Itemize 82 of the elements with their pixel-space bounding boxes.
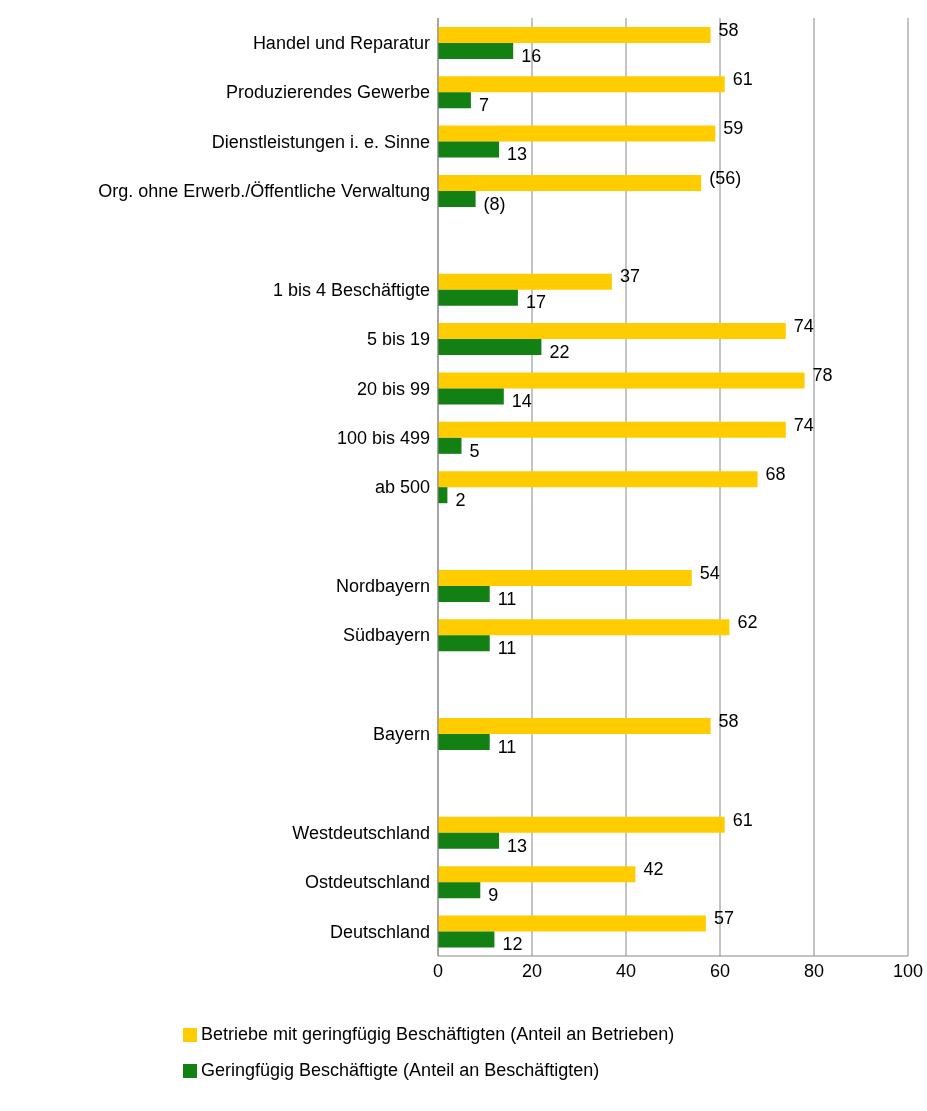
bar — [438, 734, 490, 751]
data-label: 17 — [525, 292, 546, 313]
bar — [438, 273, 612, 290]
bar — [438, 832, 500, 849]
y-tick-label: Handel und Reparatur — [252, 33, 430, 54]
data-label: 16 — [521, 45, 542, 66]
data-label: 11 — [497, 736, 517, 757]
bar — [438, 471, 758, 488]
x-tick-label: 20 — [521, 960, 543, 981]
data-label: 37 — [619, 266, 640, 287]
data-label: 58 — [718, 710, 739, 731]
y-tick-label: 100 bis 499 — [336, 428, 430, 449]
x-tick-label: 40 — [615, 960, 637, 981]
legend-label: Geringfügig Beschäftigte (Anteil an Beschäftigten) — [201, 1060, 600, 1080]
legend-label: Betriebe mit geringfügig Beschäftigten (Anteil an Betrieben) — [201, 1024, 675, 1044]
x-tick-label: 100 — [892, 960, 924, 981]
y-tick-label: 5 bis 19 — [366, 329, 430, 350]
data-label: 12 — [502, 934, 523, 955]
data-label: 58 — [718, 19, 739, 40]
bar — [438, 323, 786, 340]
y-tick-label: Deutschland — [329, 921, 430, 942]
bar — [438, 569, 692, 586]
data-label: 42 — [643, 858, 664, 879]
data-label: 5 — [469, 440, 480, 461]
data-label: 14 — [511, 391, 532, 412]
y-tick-label: Produzierendes Gewerbe — [225, 82, 430, 103]
bar — [438, 92, 471, 109]
data-label: 57 — [713, 908, 734, 929]
data-label: 78 — [812, 365, 833, 386]
data-label: 11 — [497, 638, 517, 659]
data-label: 11 — [497, 588, 517, 609]
data-label: (8) — [483, 193, 506, 214]
data-label: 62 — [737, 612, 758, 633]
bar — [438, 339, 542, 356]
bar — [438, 882, 481, 899]
bar — [438, 289, 518, 306]
y-tick-label: 1 bis 4 Beschäftigte — [272, 279, 430, 300]
bar — [438, 42, 514, 59]
data-label: 74 — [793, 414, 814, 435]
data-label: 9 — [488, 884, 499, 905]
data-label: 59 — [723, 118, 744, 139]
bar — [438, 931, 495, 948]
x-tick-label: 80 — [803, 960, 825, 981]
bar — [438, 816, 725, 833]
data-label: 68 — [765, 463, 786, 484]
data-label: 13 — [507, 144, 528, 165]
bar — [438, 76, 725, 93]
bar — [438, 372, 805, 389]
bar — [438, 421, 786, 438]
x-tick-label: 60 — [709, 960, 731, 981]
data-label: 7 — [478, 95, 489, 115]
data-label: 54 — [699, 562, 720, 583]
y-tick-label: Bayern — [372, 724, 430, 745]
data-label: 61 — [732, 69, 753, 89]
y-tick-label: Nordbayern — [335, 576, 430, 597]
data-label: 61 — [732, 809, 753, 830]
data-label: (56) — [709, 167, 742, 188]
bar — [438, 635, 490, 652]
y-tick-label: ab 500 — [374, 477, 430, 498]
bar — [438, 125, 716, 142]
bar — [438, 619, 730, 636]
bar — [438, 174, 702, 191]
data-label: 22 — [549, 341, 570, 362]
bar — [438, 190, 476, 207]
y-tick-label: Dienstleistungen i. e. Sinne — [211, 131, 430, 152]
bar — [438, 718, 711, 735]
y-tick-label: Ostdeutschland — [304, 872, 430, 893]
y-tick-label: Westdeutschland — [292, 822, 430, 843]
data-label: 2 — [455, 489, 466, 510]
bar — [438, 915, 706, 932]
bar — [438, 585, 490, 602]
y-tick-label: Südbayern — [342, 625, 430, 646]
bar — [438, 26, 711, 43]
bar — [438, 141, 500, 158]
y-tick-label: Org. ohne Erwerb./Öffentliche Verwaltung — [98, 181, 430, 202]
bar — [438, 437, 462, 454]
data-label: 74 — [793, 315, 814, 336]
bar — [438, 388, 504, 405]
bar — [438, 866, 636, 883]
data-label: 13 — [507, 835, 528, 856]
x-tick-label: 0 — [432, 960, 444, 981]
y-tick-label: 20 bis 99 — [356, 378, 430, 399]
